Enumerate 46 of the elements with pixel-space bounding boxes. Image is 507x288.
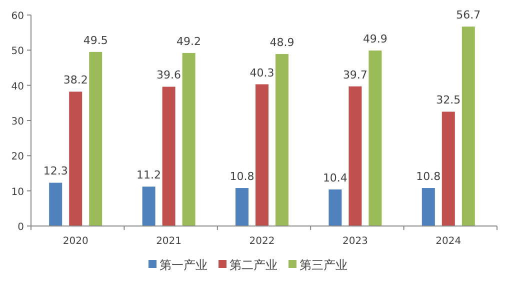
bar xyxy=(422,188,435,226)
y-tick-label: 50 xyxy=(11,46,24,58)
data-label: 11.2 xyxy=(136,168,162,182)
y-tick-label: 10 xyxy=(11,186,24,198)
bar xyxy=(328,189,342,226)
bar xyxy=(276,54,288,226)
x-tick-label: 2022 xyxy=(249,236,275,247)
bar xyxy=(236,188,248,226)
data-label: 56.7 xyxy=(456,8,481,22)
bar xyxy=(142,186,156,226)
legend-label: 第二产业 xyxy=(230,258,278,272)
data-label: 12.3 xyxy=(43,164,68,178)
bar xyxy=(256,84,268,226)
legend-label: 第三产业 xyxy=(300,258,348,272)
legend-label: 第一产业 xyxy=(160,258,208,272)
y-tick-label: 20 xyxy=(11,152,24,163)
x-tick-label: 2023 xyxy=(342,236,368,247)
data-label: 39.7 xyxy=(342,68,368,82)
bar xyxy=(368,50,382,226)
x-tick-label: 2021 xyxy=(156,236,182,247)
data-label: 10.4 xyxy=(322,171,348,184)
y-tick-label: 0 xyxy=(18,222,24,233)
data-label: 10.8 xyxy=(416,170,441,184)
bar xyxy=(69,92,82,226)
data-label: 39.6 xyxy=(156,68,182,82)
x-tick-label: 2020 xyxy=(62,236,88,247)
第一产业: 12.3 11.2 10.8 10.4 10.8 xyxy=(43,164,441,226)
bar xyxy=(442,112,455,226)
bar xyxy=(462,26,475,226)
x-tick-label: 2024 xyxy=(436,236,462,247)
data-label: 38.2 xyxy=(63,74,88,87)
bar xyxy=(182,52,196,226)
bar xyxy=(162,86,176,226)
data-label: 10.8 xyxy=(230,170,254,184)
data-label: 49.2 xyxy=(176,34,202,48)
bar xyxy=(348,86,362,226)
data-label: 49.9 xyxy=(362,32,388,46)
data-label: 32.5 xyxy=(436,94,461,107)
y-tick-label: 60 xyxy=(11,11,24,22)
data-label: 49.5 xyxy=(83,34,108,47)
data-label: 40.3 xyxy=(250,66,274,80)
bar xyxy=(49,182,62,226)
y-tick-label: 30 xyxy=(11,116,24,128)
bar xyxy=(89,52,102,226)
data-label: 48.9 xyxy=(270,36,294,50)
y-tick-label: 40 xyxy=(11,81,24,92)
